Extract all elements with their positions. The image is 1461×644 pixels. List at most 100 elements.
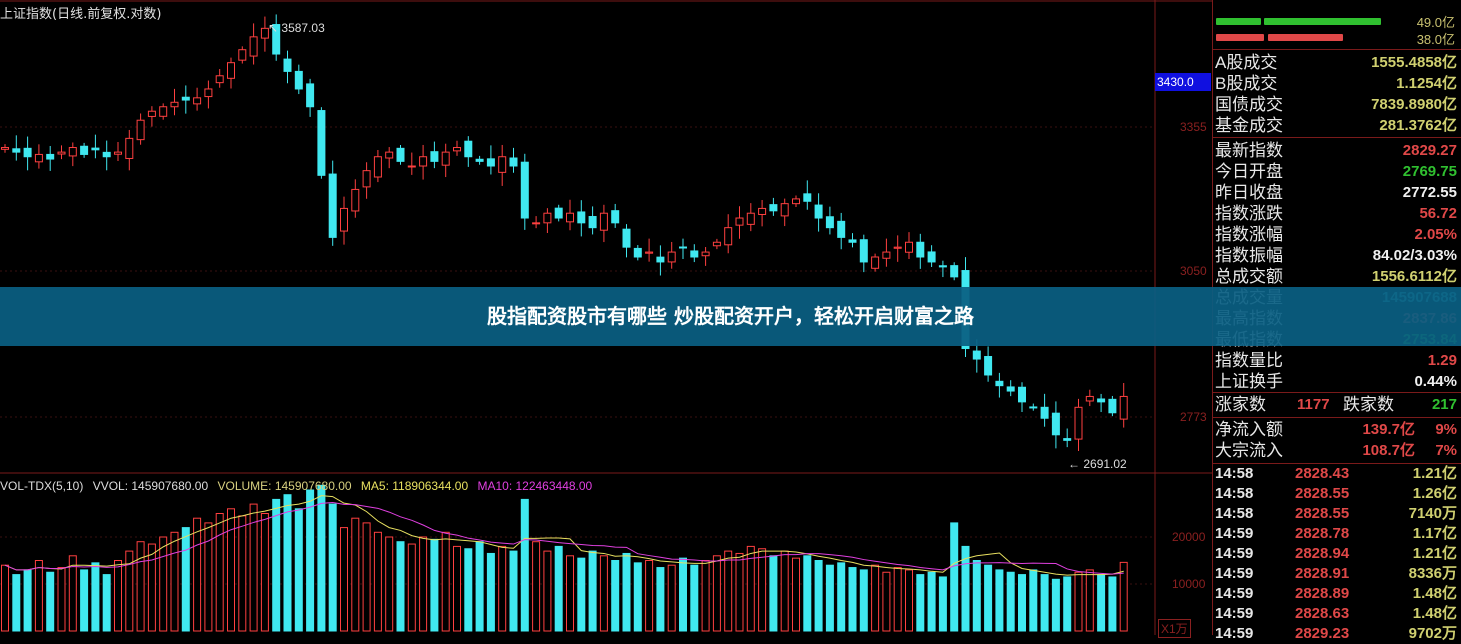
- index-value: 1556.6112亿: [1371, 268, 1457, 285]
- volume-bar: [882, 571, 891, 632]
- volume-bar: [758, 548, 767, 632]
- volume-bar: [1063, 576, 1072, 632]
- volume-value: VOLUME: 145907680.00: [217, 479, 352, 493]
- tick-time: 14:59: [1215, 585, 1254, 602]
- kline-chart[interactable]: [0, 0, 1212, 635]
- volume-bar: [916, 574, 925, 632]
- volume-bar: [972, 560, 981, 632]
- index-label: 最新指数: [1215, 141, 1283, 160]
- flow-value: 108.7亿: [1362, 442, 1415, 459]
- turnover-value: 7839.8980亿: [1371, 96, 1457, 113]
- candle-up: [147, 110, 156, 117]
- candle-down: [950, 265, 959, 278]
- price-axis-label: 2773: [1180, 410, 1207, 424]
- volume-bar: [136, 541, 145, 632]
- volume-bar: [792, 557, 800, 632]
- volume-bar: [848, 567, 857, 632]
- index-value: 56.72: [1419, 205, 1457, 222]
- index-row: 总成交额 1556.6112亿: [1215, 266, 1457, 287]
- candle-down: [1018, 386, 1026, 403]
- volume-bar: [724, 550, 733, 632]
- candle-up: [441, 151, 450, 166]
- index-label: 昨日收盘: [1215, 183, 1283, 202]
- candle-up: [543, 212, 552, 224]
- volume-bar: [893, 567, 902, 632]
- high-annotation: ↖ 3587.03: [268, 21, 325, 35]
- ma10-line: [4, 501, 1124, 575]
- candle-down: [588, 216, 597, 229]
- index-label: 指数涨幅: [1215, 225, 1283, 244]
- tick-amount: 1.48亿: [1412, 605, 1457, 622]
- candle-down: [1029, 406, 1038, 409]
- candle-up: [871, 256, 880, 269]
- volume-bar: [159, 536, 168, 632]
- candle-down: [769, 204, 778, 212]
- candle-down: [622, 228, 631, 248]
- candle-down: [972, 350, 981, 360]
- vvol-value: VVOL: 145907680.00: [92, 479, 209, 493]
- volume-bar: [419, 536, 428, 632]
- tick-time: 14:58: [1215, 485, 1254, 502]
- index-row: 最新指数 2829.27: [1215, 140, 1457, 161]
- candle-down: [1108, 398, 1117, 414]
- candle-up: [385, 151, 394, 159]
- candle-up: [905, 241, 913, 253]
- candle-down: [509, 157, 518, 167]
- candle-down: [633, 247, 642, 258]
- candle-up: [57, 151, 66, 155]
- index-label: 上证换手: [1215, 372, 1283, 391]
- candle-down: [984, 356, 993, 376]
- up-count: 1177: [1297, 396, 1330, 413]
- price-axis-label: 3355: [1180, 120, 1207, 134]
- ma5-value: MA5: 118906344.00: [360, 479, 469, 493]
- candle-down: [995, 380, 1004, 387]
- candle-up: [724, 227, 733, 246]
- candle-down: [181, 96, 190, 101]
- volume-bar: [599, 555, 608, 632]
- volume-bar: [1018, 574, 1026, 632]
- candle-down: [520, 161, 529, 219]
- tick-row: 14:59 2829.23 9702万: [1215, 624, 1457, 644]
- candle-up: [1085, 395, 1094, 402]
- candle-down: [690, 250, 699, 258]
- volume-bar: [227, 508, 235, 632]
- tick-row: 14:59 2828.63 1.48亿: [1215, 604, 1457, 624]
- candle-up: [249, 36, 258, 57]
- volume-bar: [1074, 571, 1083, 632]
- tick-time: 14:58: [1215, 505, 1254, 522]
- flow-label: 净流入额: [1215, 420, 1283, 439]
- high-value: 3587.03: [281, 21, 325, 35]
- tick-price: 2828.78: [1295, 525, 1350, 542]
- volume-bar: [407, 543, 416, 632]
- tick-row: 14:58 2828.43 1.21亿: [1215, 464, 1457, 484]
- volume-bar: [690, 564, 699, 632]
- candle-up: [362, 170, 371, 188]
- volume-bar: [509, 550, 518, 632]
- volume-bar: [125, 550, 134, 632]
- turnover-label: B股成交: [1215, 74, 1278, 93]
- tick-price: 2828.55: [1295, 505, 1350, 522]
- turnover-label: 国债成交: [1215, 95, 1283, 114]
- volume-bar: [803, 555, 812, 632]
- tick-amount: 1.26亿: [1412, 485, 1457, 502]
- indicator-name[interactable]: VOL-TDX(5,10): [0, 479, 84, 493]
- turnover-row: 基金成交 281.3762亿: [1215, 115, 1457, 136]
- volume-bar: [272, 498, 281, 632]
- volume-bar: [566, 555, 574, 632]
- candle-up: [159, 106, 168, 117]
- tick-row: 14:59 2828.89 1.48亿: [1215, 584, 1457, 604]
- chart-title: 上证指数(日线.前复权.对数): [0, 7, 162, 22]
- volume-bar: [588, 550, 597, 632]
- tick-amount: 1.17亿: [1412, 525, 1457, 542]
- candle-down: [306, 83, 315, 108]
- candle-down: [859, 239, 868, 263]
- candle-down: [430, 151, 439, 162]
- candle-down: [938, 265, 947, 268]
- inflow-bar: [1264, 18, 1381, 25]
- candle-up: [645, 251, 654, 254]
- index-value: 1.29: [1427, 352, 1457, 369]
- candle-up: [735, 217, 744, 226]
- volume-bar: [46, 571, 55, 632]
- inflow-value: 49.0亿: [1416, 15, 1455, 30]
- down-count: 217: [1431, 396, 1457, 413]
